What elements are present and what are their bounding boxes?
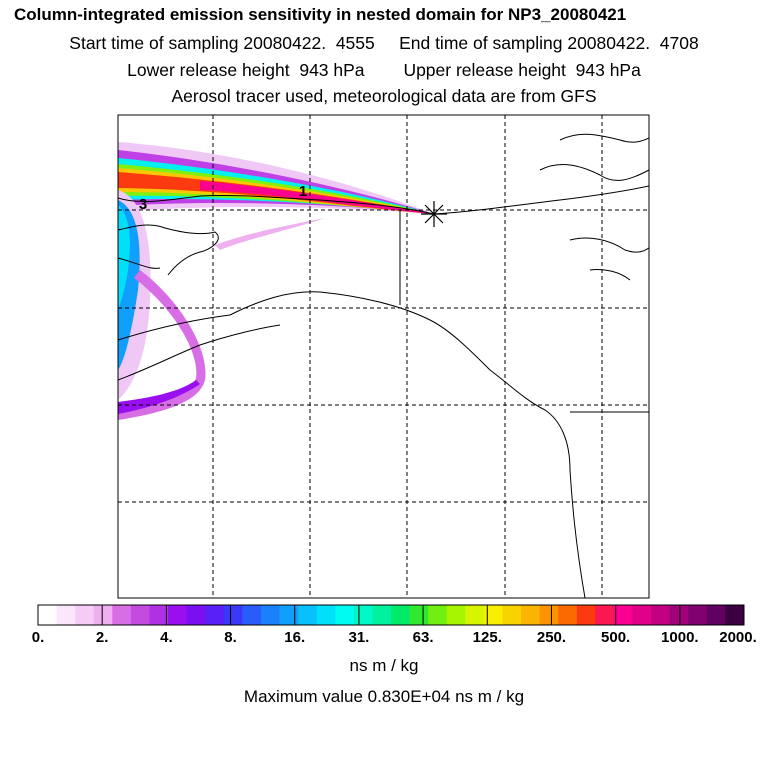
colorbar-tick-label: 63. bbox=[412, 629, 434, 646]
colorbar-cell bbox=[521, 605, 541, 625]
colorbar-cell bbox=[465, 605, 485, 625]
colorbar-cell bbox=[168, 605, 188, 625]
colorbar-cell bbox=[446, 605, 466, 625]
colorbar-tick-label: 4. bbox=[160, 629, 173, 646]
colorbar-cell bbox=[502, 605, 522, 625]
colorbar-units-label: ns m / kg bbox=[349, 656, 419, 675]
colorbar-cell bbox=[706, 605, 726, 625]
sampling-time-subtitle: Start time of sampling 20080422. 4555 En… bbox=[69, 33, 699, 53]
colorbar-frame bbox=[37, 604, 745, 626]
colorbar-tick-label: 125. bbox=[472, 629, 502, 646]
colorbar-cell bbox=[558, 605, 578, 625]
colorbar-cell bbox=[409, 605, 429, 625]
colorbar-cell bbox=[298, 605, 318, 625]
colorbar-cell bbox=[335, 605, 355, 625]
release-height-subtitle: Lower release height 943 hPa Upper relea… bbox=[127, 60, 641, 80]
colorbar-cell bbox=[595, 605, 615, 625]
cluster-label-3: 3 bbox=[139, 196, 147, 213]
colorbar-tick-label: 1000. bbox=[661, 629, 699, 646]
colorbar-cell bbox=[149, 605, 169, 625]
colorbar-cell bbox=[576, 605, 596, 625]
plot-title: Column-integrated emission sensitivity i… bbox=[14, 5, 627, 24]
colorbar-cell bbox=[353, 605, 373, 625]
colorbar-cell bbox=[613, 605, 634, 625]
colorbar-tick-label: 16. bbox=[284, 629, 306, 646]
colorbar-tick-label: 2. bbox=[95, 629, 109, 646]
colorbar-cell bbox=[242, 605, 262, 625]
colorbar-cell bbox=[632, 605, 652, 625]
colorbar-cell bbox=[279, 605, 299, 625]
colorbar-tick-label: 2000. bbox=[719, 629, 757, 646]
colorbar-cell bbox=[260, 605, 281, 625]
colorbar-cells bbox=[38, 605, 745, 625]
colorbar-ticks bbox=[101, 605, 681, 625]
colorbar-cell bbox=[428, 605, 448, 625]
colorbar-tick-label: 31. bbox=[348, 629, 370, 646]
colorbar-tick-label: 8. bbox=[224, 629, 237, 646]
colorbar-cell bbox=[725, 605, 745, 625]
cluster-label-1: 1 bbox=[299, 183, 307, 200]
colorbar-cell bbox=[669, 605, 689, 625]
colorbar-cell bbox=[112, 605, 132, 625]
map-frame bbox=[117, 114, 650, 599]
colorbar-cell bbox=[223, 605, 243, 625]
star-icon bbox=[421, 201, 447, 227]
colorbar-cell bbox=[56, 605, 76, 625]
graticule bbox=[118, 115, 649, 598]
colorbar-cell bbox=[186, 605, 206, 625]
tracer-info-subtitle: Aerosol tracer used, meteorological data… bbox=[171, 86, 597, 106]
coastlines bbox=[118, 133, 649, 598]
colorbar-cell bbox=[205, 605, 225, 625]
colorbar-cell bbox=[316, 605, 336, 625]
colorbar-cell bbox=[372, 605, 392, 625]
colorbar-cell bbox=[75, 605, 95, 625]
colorbar-cell bbox=[130, 605, 150, 625]
colorbar-cell bbox=[38, 605, 58, 625]
colorbar-cell bbox=[391, 605, 411, 625]
maximum-value-label: Maximum value 0.830E+04 ns m / kg bbox=[243, 687, 525, 706]
colorbar-tick-label: 500. bbox=[601, 629, 631, 646]
colorbar-cell bbox=[483, 605, 503, 625]
colorbar-cell bbox=[688, 605, 708, 625]
colorbar-tick-label: 250. bbox=[536, 629, 567, 646]
colorbar-cell bbox=[93, 605, 113, 625]
colorbar-tick-label: 0. bbox=[31, 629, 45, 646]
colorbar-cell bbox=[651, 605, 671, 625]
colorbar-cell bbox=[539, 605, 559, 625]
